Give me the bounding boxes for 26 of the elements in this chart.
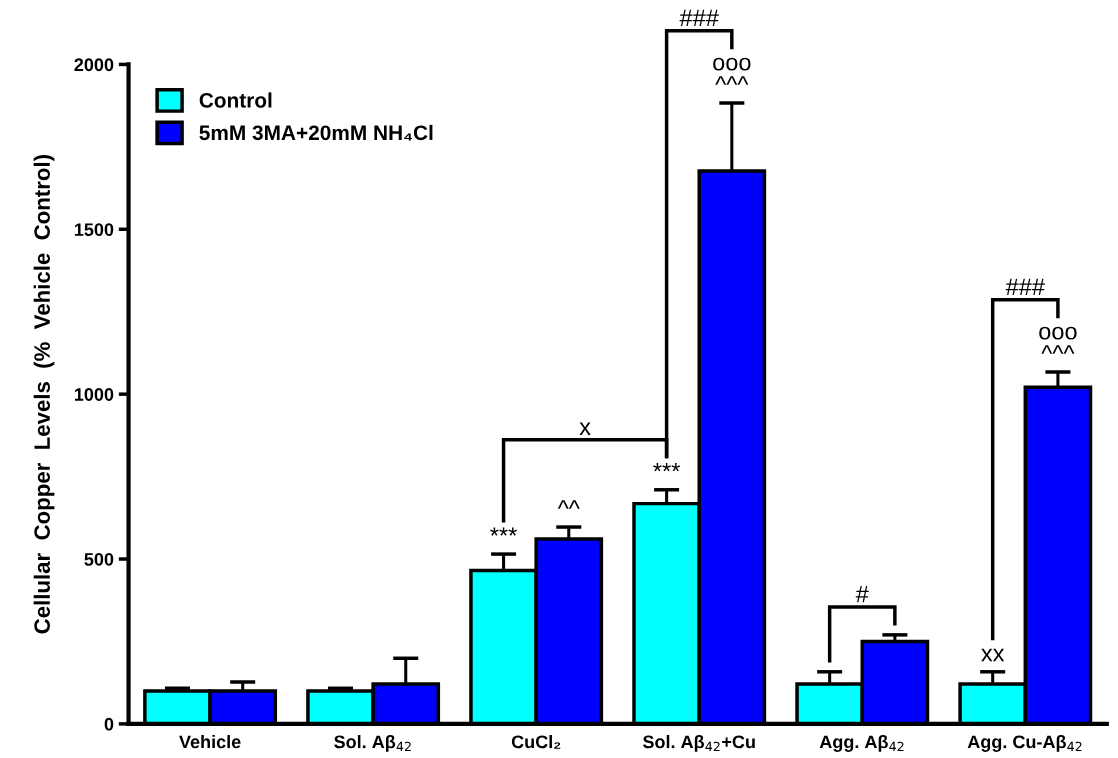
annotation: x	[579, 422, 591, 435]
annotation: ooo	[1039, 326, 1077, 340]
x-tick-label: Sol. Aβ$_{42}$+Cu	[642, 735, 755, 752]
y-tick-label: 1500	[74, 223, 114, 237]
x-tick-label: Agg. Cu-Aβ$_{42}$	[967, 735, 1082, 752]
annotation: ***	[653, 463, 681, 472]
y-tick-label: 500	[84, 552, 114, 566]
annotation: ***	[490, 527, 517, 536]
x-tick-label: CuCl₂	[511, 735, 561, 749]
y-tick-label: 0	[104, 717, 114, 731]
annotation: ^^	[557, 500, 580, 509]
annotation: ###	[1005, 278, 1045, 295]
annotation: #	[855, 586, 869, 603]
annotation: ^^^	[715, 76, 749, 85]
legend-label: Control	[199, 92, 272, 108]
y-axis-title: Cellular Copper Levels (% Vehicle Control)	[33, 155, 55, 634]
annotation: ooo	[713, 57, 751, 71]
annotation: ^^^	[1041, 345, 1075, 354]
legend-label: 5mM 3MA+20mM NH₄Cl	[199, 124, 433, 141]
x-tick-label: Agg. Aβ$_{42}$	[819, 735, 904, 752]
y-tick-label: 2000	[74, 58, 114, 72]
y-tick-label: 1000	[74, 388, 114, 401]
x-tick-label: Sol. Aβ$_{42}$	[334, 735, 411, 752]
annotation: xx	[981, 648, 1005, 662]
text: ###	[679, 9, 719, 26]
x-tick-label: Vehicle	[179, 735, 241, 749]
